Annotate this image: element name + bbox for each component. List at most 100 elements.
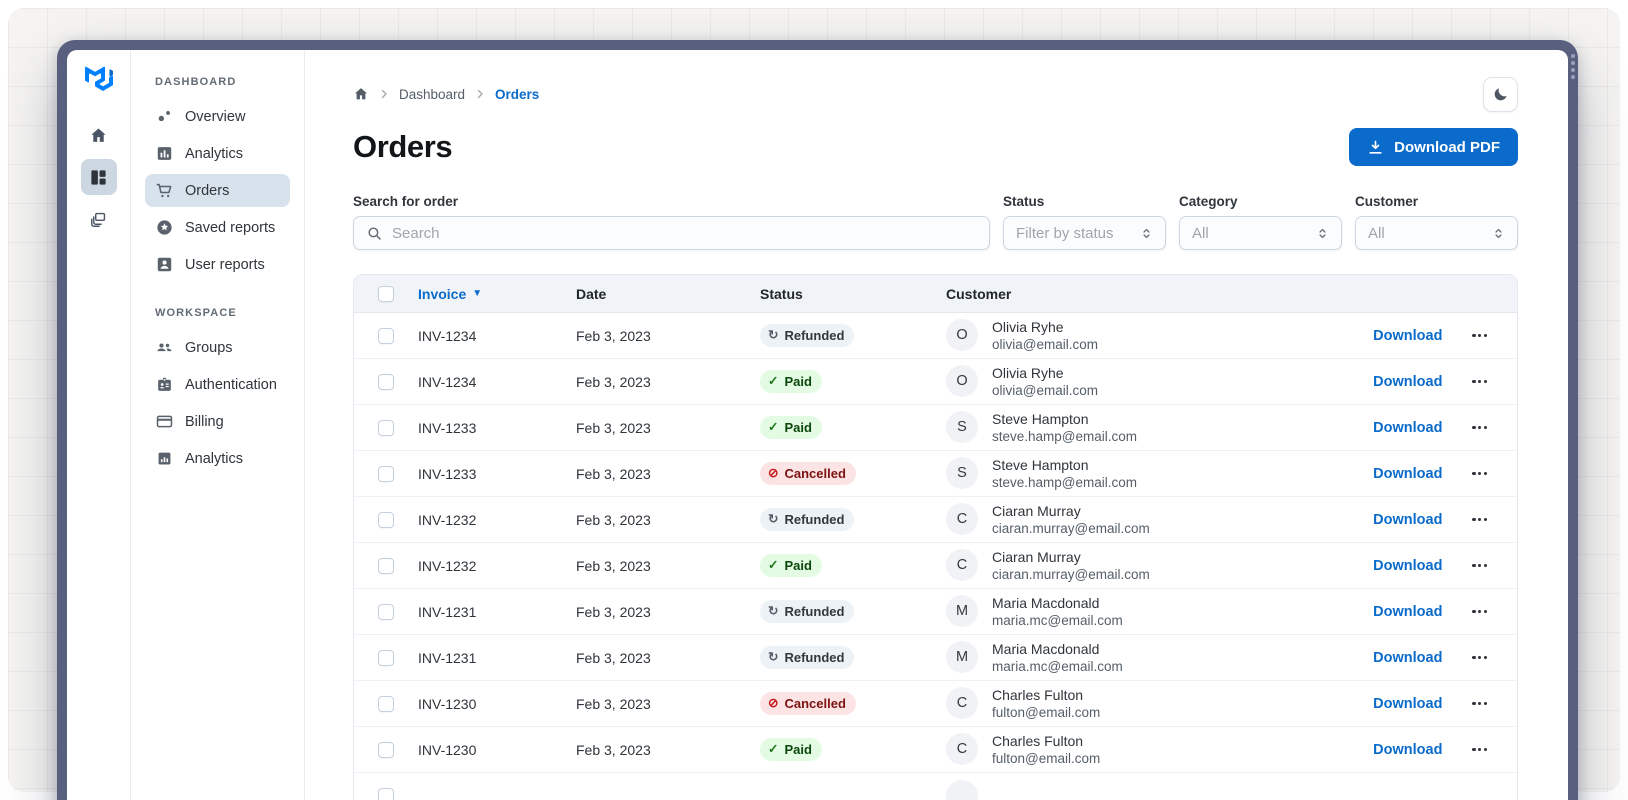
rail-layers-button[interactable] [81, 201, 117, 237]
mui-logo-icon [84, 66, 113, 91]
sidebar-nav: DASHBOARD Overview Analytics Orders Save… [131, 50, 305, 800]
rail-dashboard-button[interactable] [80, 159, 117, 195]
category-filter-select[interactable]: All [1179, 216, 1342, 250]
customer-name: Olivia Ryhe [992, 364, 1064, 381]
download-icon [1369, 140, 1382, 154]
customer-email: steve.hamp@email.com [992, 474, 1138, 490]
download-link[interactable]: Download [1373, 649, 1443, 666]
breadcrumb-dashboard-link[interactable]: Dashboard [399, 86, 466, 102]
download-pdf-button[interactable]: Download PDF [1349, 128, 1518, 166]
sidebar-item-label: Overview [185, 108, 246, 125]
search-field-wrap [353, 216, 990, 250]
theme-toggle-button[interactable] [1483, 76, 1518, 112]
select-all-checkbox[interactable] [378, 285, 394, 302]
sidebar-item-orders[interactable]: Orders [145, 174, 290, 207]
breadcrumb-current[interactable]: Orders [495, 86, 540, 102]
invoice-cell: INV-1232 [418, 511, 477, 528]
table-row: INV-1233 Feb 3, 2023 ✓ Paid S Steve Hamp… [354, 405, 1517, 451]
refresh-icon: ↻ [768, 604, 779, 619]
sidebar-item-authentication[interactable]: Authentication [145, 368, 290, 401]
category-filter-label: Category [1179, 194, 1238, 209]
row-checkbox[interactable] [378, 788, 394, 800]
status-chip: ⊘ Cancelled [760, 462, 856, 485]
download-link[interactable]: Download [1373, 603, 1443, 620]
customer-cell: O Olivia Ryhe olivia@email.com [946, 318, 1282, 354]
column-header-invoice[interactable]: Invoice ▼ [418, 285, 483, 302]
avatar: M [946, 641, 978, 674]
home-icon[interactable] [353, 86, 369, 102]
row-menu-icon[interactable] [1472, 563, 1487, 568]
row-menu-icon[interactable] [1472, 379, 1487, 384]
status-filter-label: Status [1003, 194, 1045, 209]
download-link[interactable]: Download [1373, 557, 1443, 574]
bar-chart-icon [155, 144, 174, 163]
status-filter-select[interactable]: Filter by status [1003, 216, 1166, 250]
sidebar-item-workspace-analytics[interactable]: Analytics [145, 442, 290, 475]
nav-section-dashboard: DASHBOARD Overview Analytics Orders Save… [145, 76, 290, 281]
customer-cell: C Charles Fulton fulton@email.com [946, 686, 1282, 722]
sidebar-item-groups[interactable]: Groups [145, 331, 290, 364]
customer-name: Charles Fulton [992, 686, 1084, 703]
customer-name: Maria Macdonald [992, 594, 1100, 611]
download-link[interactable]: Download [1373, 373, 1443, 390]
date-cell: Feb 3, 2023 [576, 419, 651, 436]
status-chip-label: Paid [784, 420, 812, 435]
sidebar-item-label: Analytics [185, 145, 244, 162]
row-menu-icon[interactable] [1472, 333, 1487, 338]
download-link[interactable]: Download [1373, 327, 1443, 344]
download-link[interactable]: Download [1373, 511, 1443, 528]
status-chip-label: Cancelled [784, 466, 846, 481]
sidebar-item-saved-reports[interactable]: Saved reports [145, 211, 290, 244]
chevron-right-icon [378, 88, 390, 100]
sidebar-item-label: Analytics [185, 450, 244, 467]
avatar: S [946, 457, 978, 490]
download-link[interactable]: Download [1373, 695, 1443, 712]
status-chip: ✓ Paid [760, 738, 822, 761]
rail-home-button[interactable] [81, 117, 117, 153]
sort-desc-icon: ▼ [472, 288, 483, 299]
breadcrumb: Dashboard Orders [353, 86, 539, 102]
customer-filter-label: Customer [1355, 194, 1419, 209]
sidebar-item-user-reports[interactable]: User reports [145, 248, 290, 281]
status-chip: ↻ Refunded [760, 646, 855, 669]
sidebar-item-overview[interactable]: Overview [145, 100, 290, 133]
download-link[interactable]: Download [1373, 741, 1443, 758]
row-menu-icon[interactable] [1472, 701, 1487, 706]
customer-filter-select[interactable]: All [1355, 216, 1518, 250]
download-link[interactable]: Download [1373, 465, 1443, 482]
row-checkbox[interactable] [378, 419, 394, 436]
row-menu-icon[interactable] [1472, 471, 1487, 476]
invoice-cell: INV-1233 [418, 465, 477, 482]
sidebar-item-billing[interactable]: Billing [145, 405, 290, 438]
sidebar-item-analytics[interactable]: Analytics [145, 137, 290, 170]
row-checkbox[interactable] [378, 603, 394, 620]
date-cell: Feb 3, 2023 [576, 741, 651, 758]
download-link[interactable]: Download [1373, 419, 1443, 436]
search-input[interactable] [392, 224, 977, 242]
avatar: C [946, 733, 978, 766]
check-icon: ✓ [768, 742, 779, 757]
customer-name: Maria Macdonald [992, 640, 1100, 657]
row-menu-icon[interactable] [1472, 747, 1487, 752]
window-scrollbar[interactable] [1571, 54, 1575, 79]
row-checkbox[interactable] [378, 557, 394, 574]
row-menu-icon[interactable] [1472, 517, 1487, 522]
row-checkbox[interactable] [378, 465, 394, 482]
table-row-partial [354, 773, 1517, 800]
row-menu-icon[interactable] [1472, 655, 1487, 660]
row-checkbox[interactable] [378, 327, 394, 344]
date-cell: Feb 3, 2023 [576, 649, 651, 666]
status-chip-label: Paid [784, 558, 812, 573]
row-checkbox[interactable] [378, 695, 394, 712]
row-menu-icon[interactable] [1472, 609, 1487, 614]
row-checkbox[interactable] [378, 511, 394, 528]
table-row: INV-1231 Feb 3, 2023 ↻ Refunded M Maria … [354, 635, 1517, 681]
row-checkbox[interactable] [378, 649, 394, 666]
avatar: M [946, 595, 978, 628]
row-menu-icon[interactable] [1472, 425, 1487, 430]
row-checkbox[interactable] [378, 741, 394, 758]
row-checkbox[interactable] [378, 373, 394, 390]
status-chip: ✓ Paid [760, 370, 822, 393]
customer-email: fulton@email.com [992, 704, 1101, 720]
sidebar-item-label: Saved reports [185, 219, 276, 236]
